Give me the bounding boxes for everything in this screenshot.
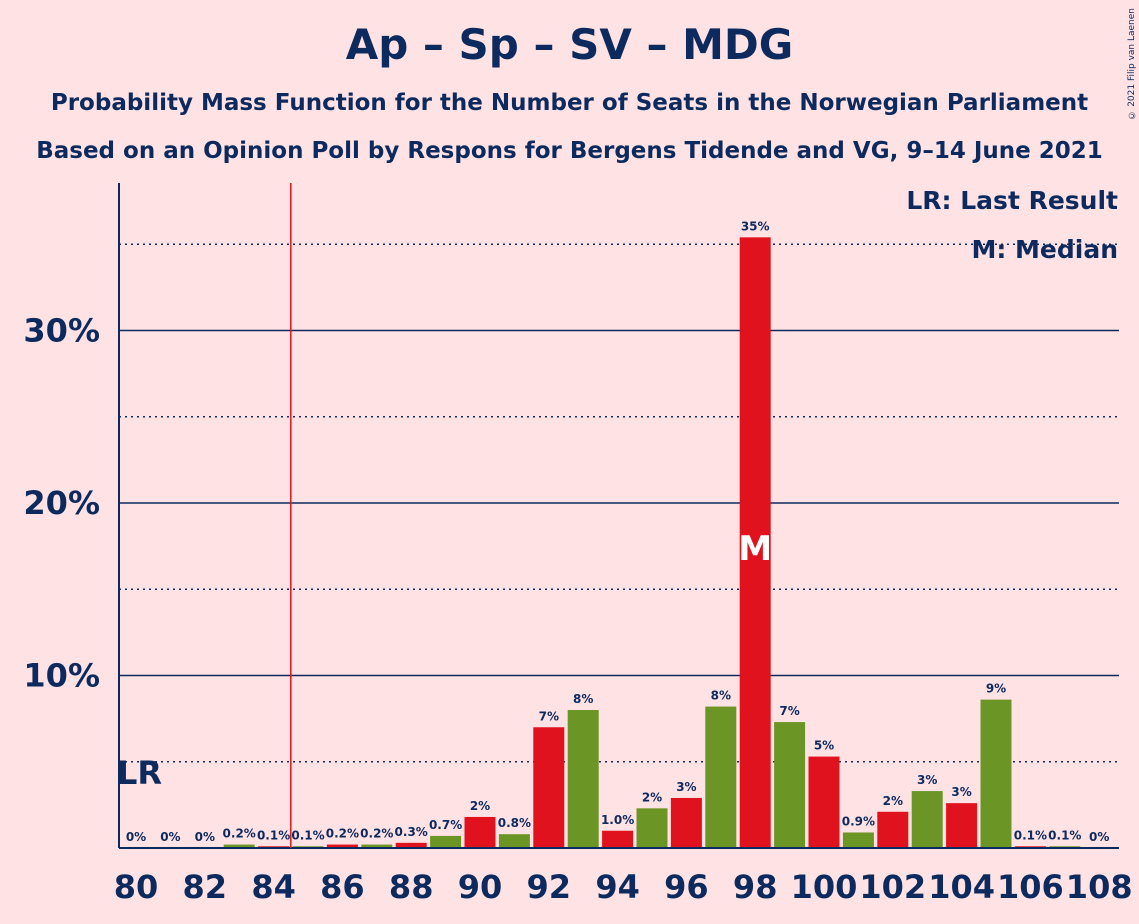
data-label: 35% xyxy=(741,219,770,233)
bar-seat-91 xyxy=(498,834,530,848)
chart-title: Ap – Sp – SV – MDG xyxy=(345,20,794,69)
data-label: 2% xyxy=(883,794,903,808)
data-label: 3% xyxy=(917,773,937,787)
bar-seat-97 xyxy=(705,706,737,848)
bar-seat-99 xyxy=(774,722,806,848)
x-tick-label: 100 xyxy=(791,868,858,906)
data-label: 0% xyxy=(160,830,180,844)
bar-seat-87 xyxy=(361,844,393,848)
bar-seat-90 xyxy=(464,816,496,848)
chart-subtitle-1: Probability Mass Function for the Number… xyxy=(50,90,1089,116)
data-label: 3% xyxy=(676,780,696,794)
data-label: 8% xyxy=(711,689,731,703)
data-label: 2% xyxy=(470,799,490,813)
bar-seat-96 xyxy=(670,797,702,848)
grid-lines xyxy=(119,243,1119,763)
legend-last-result: LR: Last Result xyxy=(906,186,1118,215)
bar-seat-92 xyxy=(533,727,565,848)
x-tick-label: 92 xyxy=(527,868,572,906)
bar-seat-98 xyxy=(739,237,771,849)
data-label: 7% xyxy=(539,709,559,723)
data-label: 0% xyxy=(195,830,215,844)
bar-seat-105 xyxy=(980,699,1012,848)
data-label: 5% xyxy=(814,739,834,753)
x-tick-label: 88 xyxy=(389,868,434,906)
axes-group: 10%20%30%80 82 84 86 88 90 92 94 96 98 100 102 104 10… xyxy=(23,183,1133,906)
data-label: 0% xyxy=(126,830,146,844)
data-label: 0.7% xyxy=(429,818,462,832)
y-tick-label: 30% xyxy=(23,312,100,350)
bar-seat-86 xyxy=(326,844,358,848)
bar-seat-89 xyxy=(430,835,462,848)
bar-seat-83 xyxy=(223,844,255,848)
data-label: 0.1% xyxy=(257,828,290,842)
x-tick-label: 106 xyxy=(997,868,1064,906)
data-label: 0.2% xyxy=(326,827,359,841)
data-label: 0.3% xyxy=(395,825,428,839)
x-tick-label: 84 xyxy=(251,868,296,906)
data-label: 0.2% xyxy=(223,827,256,841)
data-label: 2% xyxy=(642,790,662,804)
x-tick-label: 108 xyxy=(1066,868,1133,906)
bar-seat-93 xyxy=(567,710,599,848)
data-label: 0.1% xyxy=(291,828,324,842)
x-tick-label: 94 xyxy=(595,868,640,906)
data-label: 9% xyxy=(986,682,1006,696)
bar-seat-104 xyxy=(946,803,978,848)
bars-group xyxy=(223,237,1081,849)
bar-seat-88 xyxy=(395,842,427,848)
data-label: 0.9% xyxy=(842,814,875,828)
data-label: 0.1% xyxy=(1048,828,1081,842)
x-tick-label: 90 xyxy=(458,868,503,906)
bar-seat-102 xyxy=(877,811,909,848)
data-label: 1.0% xyxy=(601,813,634,827)
median-marker: M xyxy=(738,529,772,569)
chart-subtitle-2: Based on an Opinion Poll by Respons for … xyxy=(36,138,1103,164)
x-tick-label: 96 xyxy=(664,868,709,906)
bar-seat-100 xyxy=(808,756,840,848)
data-label: 8% xyxy=(573,692,593,706)
legend-group: LR: Last Result M: Median xyxy=(906,186,1118,264)
legend-median: M: Median xyxy=(971,235,1118,264)
x-tick-label: 104 xyxy=(928,868,995,906)
x-tick-label: 102 xyxy=(859,868,926,906)
y-tick-label: 20% xyxy=(23,484,100,522)
data-label: 3% xyxy=(951,785,971,799)
x-tick-label: 98 xyxy=(733,868,778,906)
bar-seat-95 xyxy=(636,808,668,848)
x-tick-label: 86 xyxy=(320,868,365,906)
x-tick-label: 82 xyxy=(183,868,228,906)
bar-seat-103 xyxy=(911,791,943,848)
last-result-marker: LR xyxy=(117,754,162,792)
x-tick-label: 80 xyxy=(114,868,159,906)
data-label: 0.1% xyxy=(1014,828,1047,842)
data-label: 0.8% xyxy=(498,816,531,830)
bar-seat-94 xyxy=(602,830,634,848)
data-labels-group: 0% 0% 0% 0.2% 0.1% 0.1% 0.2% 0.2% 0.3% 0.7%2%0.8%… xyxy=(126,219,1110,844)
data-label: 0% xyxy=(1089,830,1109,844)
y-tick-label: 10% xyxy=(23,657,100,695)
bar-seat-101 xyxy=(842,832,874,848)
data-label: 7% xyxy=(779,704,799,718)
data-label: 0.2% xyxy=(360,827,393,841)
